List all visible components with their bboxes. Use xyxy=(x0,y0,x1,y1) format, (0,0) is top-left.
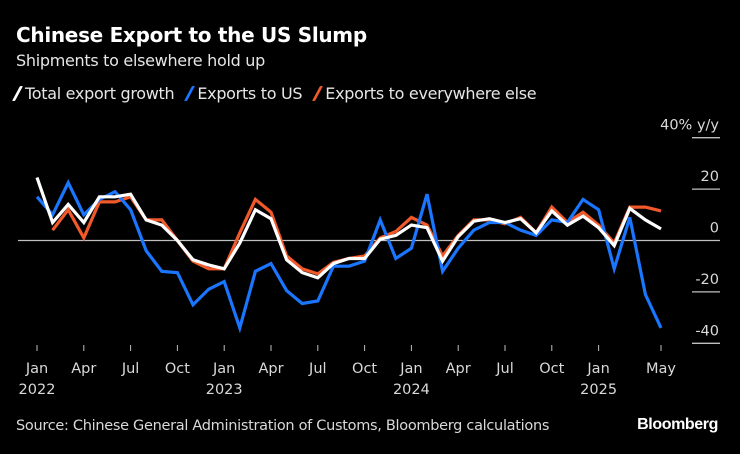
x-tick-label: Jul xyxy=(308,361,327,377)
legend-item-us: Exports to US xyxy=(184,84,303,103)
x-tick-label: Oct xyxy=(539,361,564,377)
legend-item-total: Total export growth xyxy=(12,84,175,103)
series-line-exports-to-us xyxy=(35,179,663,334)
x-tick-label: Oct xyxy=(165,361,190,377)
y-tick-label: 40% y/y xyxy=(660,118,719,134)
x-tick-label: Apr xyxy=(446,361,471,377)
x-tick-label: Jan xyxy=(399,361,422,377)
y-tick-label: 20 xyxy=(701,169,719,185)
chart-subtitle: Shipments to elsewhere hold up xyxy=(16,51,265,70)
source-note: Source: Chinese General Administration o… xyxy=(16,418,550,434)
chart-title: Chinese Export to the US Slump xyxy=(16,23,367,47)
y-tick-label: 0 xyxy=(710,221,719,237)
legend-label-us: Exports to US xyxy=(197,84,303,103)
x-tick-label: Jul xyxy=(495,361,514,377)
x-tick-label: Jan xyxy=(586,361,609,377)
x-tick-label: May xyxy=(646,361,676,377)
x-tick-label: Apr xyxy=(258,361,283,377)
x-tick-label: Jan xyxy=(25,361,48,377)
x-tick-label: Apr xyxy=(71,361,96,377)
x-tick-label: Jan xyxy=(212,361,235,377)
x-tick-label: Oct xyxy=(352,361,377,377)
y-tick-label: -40 xyxy=(695,323,719,339)
legend-label-total: Total export growth xyxy=(25,84,175,103)
x-tick-year-label: 2025 xyxy=(580,382,617,398)
legend-item-else: Exports to everywhere else xyxy=(312,84,537,103)
x-tick-year-label: 2023 xyxy=(206,382,243,398)
x-tick-label: Jul xyxy=(121,361,140,377)
x-tick-year-label: 2022 xyxy=(19,382,56,398)
legend-label-else: Exports to everywhere else xyxy=(325,84,537,103)
y-tick-label: -20 xyxy=(695,272,719,288)
x-tick-year-label: 2024 xyxy=(393,382,430,398)
legend: Total export growth Exports to US Export… xyxy=(12,84,537,103)
series-line-total-export-growth xyxy=(35,176,662,280)
bloomberg-logo: Bloomberg xyxy=(637,416,718,433)
